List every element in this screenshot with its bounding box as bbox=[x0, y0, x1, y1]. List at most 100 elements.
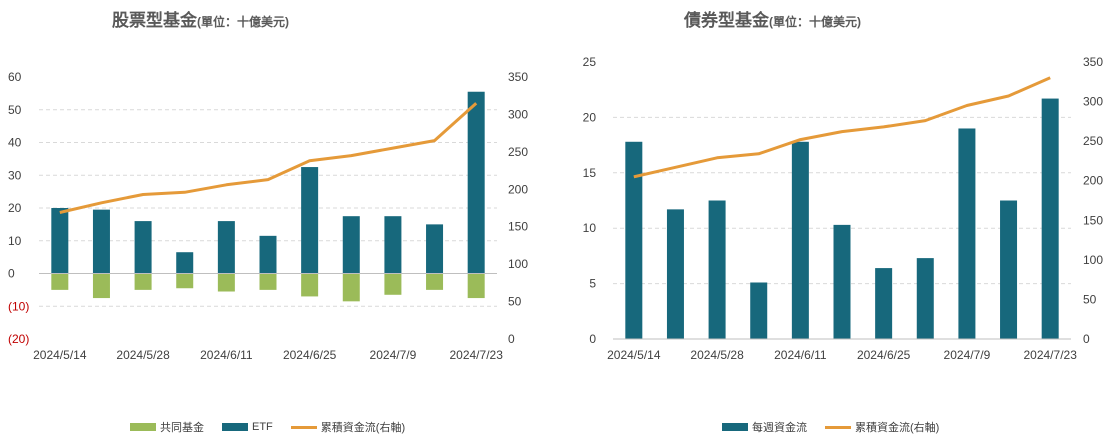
x-tick-label: 2024/7/23 bbox=[1023, 348, 1077, 362]
bar bbox=[833, 224, 851, 339]
chart-title: 股票型基金(單位：十億美元) bbox=[112, 6, 289, 31]
chart-title-text: 股票型基金 bbox=[112, 11, 197, 30]
cumulative-flow-line bbox=[633, 76, 1051, 179]
legend-swatch bbox=[130, 423, 156, 431]
y-tick-label: 0 bbox=[8, 267, 15, 281]
bar bbox=[92, 273, 110, 299]
bar bbox=[916, 258, 934, 339]
legend-swatch bbox=[290, 425, 317, 429]
x-tick-label: 2024/6/11 bbox=[774, 348, 827, 362]
y2-tick-label: 100 bbox=[508, 257, 528, 271]
bar bbox=[217, 221, 235, 274]
legend-label: ETF bbox=[252, 421, 273, 433]
x-tick-label: 2024/7/9 bbox=[370, 348, 417, 362]
x-tick-label: 2024/7/23 bbox=[449, 348, 503, 362]
chart-legend: 每週資金流 累積資金流(右軸) bbox=[722, 419, 939, 435]
legend-item-mutual-fund: 共同基金 bbox=[130, 419, 204, 435]
bar bbox=[301, 167, 319, 274]
x-tick-label: 2024/5/14 bbox=[607, 348, 661, 362]
legend-label: 累積資金流(右軸) bbox=[855, 422, 940, 434]
y-tick-label: 60 bbox=[8, 70, 22, 84]
bar bbox=[467, 273, 485, 299]
bar bbox=[92, 209, 110, 274]
y-tick-label: 15 bbox=[583, 166, 597, 180]
y-tick-label: 20 bbox=[583, 110, 597, 124]
bar bbox=[259, 235, 277, 274]
chart-unit: (單位：十億美元) bbox=[197, 15, 289, 29]
bar bbox=[791, 141, 809, 339]
legend-item-cumulative: 累積資金流(右軸) bbox=[290, 419, 405, 435]
bar bbox=[625, 141, 643, 339]
bond-fund-chart: 債券型基金(單位：十億美元) 25 20 15 10 5 0 350 300 250 200 150… bbox=[559, 0, 1119, 439]
y2-tick-label: 300 bbox=[1083, 95, 1103, 109]
x-tick-label: 2024/6/25 bbox=[283, 348, 337, 362]
y2-tick-label: 200 bbox=[1083, 174, 1103, 188]
y-tick-label: 40 bbox=[8, 136, 22, 150]
y-tick-label: 0 bbox=[589, 332, 596, 346]
bar bbox=[708, 200, 726, 339]
y-tick-label: 25 bbox=[583, 55, 597, 69]
y2-tick-label: 50 bbox=[1083, 292, 1097, 306]
equity-fund-plot: 6050403020100(10)(20)3503002502001501005… bbox=[8, 70, 528, 362]
y2-tick-label: 0 bbox=[508, 332, 515, 346]
y2-tick-label: 350 bbox=[1083, 55, 1103, 69]
legend-swatch bbox=[222, 423, 248, 431]
chart-legend: 共同基金 ETF 累積資金流(右軸) bbox=[130, 419, 405, 435]
chart-title: 債券型基金(單位：十億美元) bbox=[684, 6, 861, 31]
bar bbox=[426, 224, 444, 274]
y2-tick-label: 200 bbox=[508, 182, 528, 196]
bar bbox=[467, 91, 485, 274]
x-tick-label: 2024/6/11 bbox=[200, 348, 253, 362]
y-tick-label: 5 bbox=[589, 277, 596, 291]
y-tick-label: 10 bbox=[8, 234, 22, 248]
bar bbox=[342, 216, 360, 274]
chart-title-text: 債券型基金 bbox=[684, 11, 769, 30]
y2-tick-label: 150 bbox=[1083, 213, 1103, 227]
x-tick-label: 2024/5/28 bbox=[116, 348, 170, 362]
bar bbox=[342, 273, 360, 302]
bar bbox=[217, 273, 235, 292]
y2-tick-label: 150 bbox=[508, 220, 528, 234]
x-tick-label: 2024/5/28 bbox=[690, 348, 744, 362]
y-tick-label: 10 bbox=[583, 221, 597, 235]
bar bbox=[1000, 200, 1018, 339]
bar bbox=[666, 209, 684, 339]
y2-tick-label: 250 bbox=[1083, 134, 1103, 148]
legend-label: 每週資金流 bbox=[752, 422, 807, 434]
x-tick-label: 2024/5/14 bbox=[33, 348, 87, 362]
y2-tick-label: 0 bbox=[1083, 332, 1090, 346]
bar bbox=[176, 252, 194, 274]
y2-tick-label: 50 bbox=[508, 295, 522, 309]
legend-item-cumulative: 累積資金流(右軸) bbox=[825, 419, 939, 435]
x-tick-label: 2024/6/25 bbox=[857, 348, 911, 362]
bar bbox=[259, 273, 277, 290]
y2-tick-label: 250 bbox=[508, 145, 528, 159]
legend-swatch bbox=[825, 425, 851, 429]
bar bbox=[750, 282, 768, 339]
y2-tick-label: 300 bbox=[508, 107, 528, 121]
bar bbox=[384, 273, 402, 295]
bar bbox=[301, 273, 319, 297]
bar bbox=[426, 273, 444, 290]
y-tick-label: (10) bbox=[8, 299, 29, 313]
bar bbox=[134, 221, 152, 274]
legend-item-etf: ETF bbox=[222, 421, 273, 433]
bar bbox=[875, 268, 893, 339]
y-tick-label: 20 bbox=[8, 201, 22, 215]
equity-fund-chart: 股票型基金(單位：十億美元) 60 50 40 30 20 10 0 (10) (20) 350 3… bbox=[0, 0, 559, 439]
bond-fund-plot: 25201510503503002502001501005002024/5/14… bbox=[583, 55, 1104, 362]
chart-unit: (單位：十億美元) bbox=[769, 15, 861, 29]
y-tick-label: 50 bbox=[8, 103, 22, 117]
cumulative-flow-line bbox=[59, 102, 478, 214]
legend-label: 共同基金 bbox=[160, 422, 204, 434]
y-tick-label: (20) bbox=[8, 332, 29, 346]
bar bbox=[51, 208, 69, 274]
bar bbox=[1041, 98, 1059, 340]
legend-swatch bbox=[722, 423, 748, 431]
legend-item-weekly-flow: 每週資金流 bbox=[722, 419, 807, 435]
bar bbox=[134, 273, 152, 290]
y-tick-label: 30 bbox=[8, 168, 22, 182]
bar bbox=[51, 273, 69, 290]
bar bbox=[176, 273, 194, 289]
y2-tick-label: 350 bbox=[508, 70, 528, 84]
